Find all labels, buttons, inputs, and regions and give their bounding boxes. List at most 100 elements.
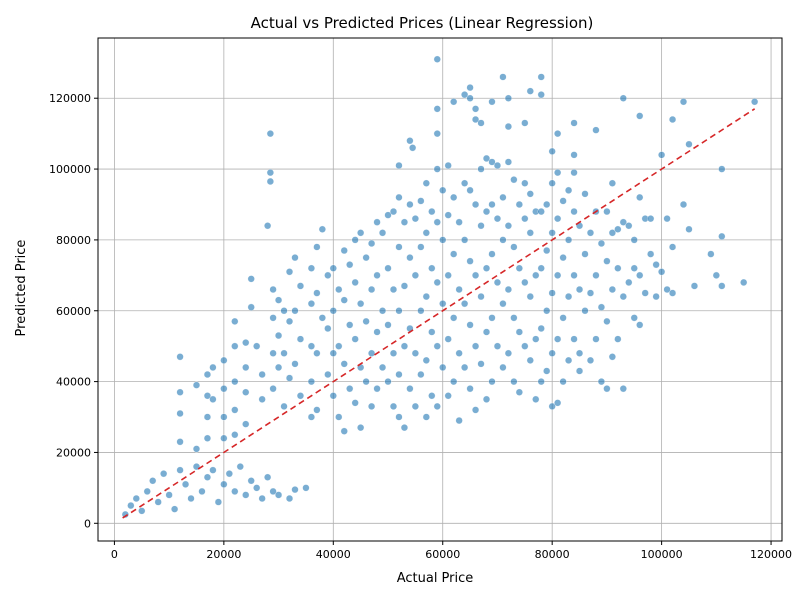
- data-point: [220, 434, 228, 442]
- data-point: [329, 392, 337, 400]
- data-point: [266, 168, 275, 177]
- data-point: [614, 264, 622, 272]
- data-point: [482, 207, 491, 216]
- data-point: [603, 207, 611, 216]
- data-point: [406, 385, 414, 393]
- data-point: [269, 314, 277, 322]
- data-point: [460, 236, 469, 244]
- data-point: [203, 392, 212, 400]
- data-point: [187, 494, 195, 503]
- data-point: [581, 250, 589, 258]
- data-point: [209, 395, 217, 403]
- data-point: [586, 356, 595, 364]
- data-point: [433, 342, 441, 350]
- data-point: [231, 406, 239, 414]
- data-point: [625, 222, 633, 230]
- data-point: [521, 179, 529, 187]
- data-point: [367, 402, 376, 411]
- data-point: [285, 494, 294, 503]
- x-axis-label: Actual Price: [397, 571, 474, 586]
- data-point: [718, 282, 726, 290]
- data-point: [515, 388, 523, 396]
- data-point: [444, 271, 452, 279]
- data-point: [439, 300, 447, 308]
- data-point: [411, 402, 420, 411]
- data-point: [329, 264, 337, 272]
- data-point: [619, 385, 627, 393]
- data-point: [444, 392, 452, 400]
- data-point: [291, 253, 299, 262]
- data-point: [548, 147, 556, 156]
- reference-line-path: [122, 108, 756, 519]
- data-point: [192, 445, 201, 453]
- data-point: [592, 335, 600, 343]
- data-point: [433, 165, 441, 173]
- data-point: [307, 264, 316, 272]
- y-tick-label: 20000: [56, 446, 91, 459]
- data-point: [477, 292, 485, 301]
- data-point: [318, 314, 327, 322]
- x-tick-label: 80000: [535, 548, 570, 561]
- data-point: [247, 477, 255, 485]
- data-point: [559, 253, 567, 262]
- data-point: [488, 377, 496, 386]
- data-point: [592, 126, 600, 134]
- data-point: [636, 271, 644, 279]
- data-point: [636, 112, 644, 120]
- data-point: [373, 271, 381, 279]
- y-axis-label: Predicted Price: [14, 240, 29, 337]
- data-point: [553, 271, 562, 279]
- data-point: [526, 356, 534, 364]
- data-point: [581, 307, 589, 315]
- data-point: [652, 292, 660, 301]
- data-point: [526, 190, 534, 198]
- data-point: [362, 377, 370, 386]
- data-point: [444, 161, 452, 170]
- data-point: [351, 335, 359, 343]
- data-point: [657, 268, 666, 276]
- data-point: [428, 392, 436, 400]
- data-point: [603, 385, 611, 393]
- data-point: [280, 402, 288, 411]
- data-point: [597, 239, 606, 248]
- data-point: [373, 385, 381, 393]
- data-point: [668, 115, 677, 124]
- data-point: [231, 377, 239, 386]
- data-point: [504, 158, 513, 166]
- data-point: [488, 98, 496, 106]
- x-tick-label: 120000: [750, 548, 792, 561]
- data-point: [428, 207, 436, 216]
- data-point: [548, 289, 556, 297]
- data-point: [400, 282, 409, 290]
- data-point: [548, 402, 556, 411]
- data-point: [214, 498, 223, 506]
- data-point: [154, 498, 162, 506]
- data-point: [357, 229, 365, 237]
- data-point: [417, 243, 425, 251]
- data-point: [274, 363, 283, 372]
- data-point: [307, 413, 316, 421]
- data-point: [504, 349, 513, 357]
- data-point: [510, 377, 518, 386]
- data-point: [521, 215, 529, 223]
- data-point: [455, 218, 463, 226]
- data-point: [499, 236, 507, 244]
- data-point: [559, 377, 567, 386]
- data-point: [553, 335, 562, 343]
- data-point: [307, 377, 316, 386]
- data-point: [165, 491, 173, 499]
- data-point: [395, 243, 403, 251]
- data-point: [625, 278, 633, 287]
- data-point: [499, 193, 507, 202]
- data-point: [329, 307, 337, 315]
- data-point: [586, 289, 595, 297]
- data-point: [537, 264, 545, 272]
- axes-frame: [97, 37, 783, 542]
- data-point: [242, 491, 250, 499]
- data-point: [488, 250, 496, 258]
- data-point: [647, 250, 655, 258]
- data-point: [367, 239, 376, 248]
- data-point: [231, 342, 239, 350]
- data-point: [269, 487, 277, 496]
- data-point: [258, 395, 266, 403]
